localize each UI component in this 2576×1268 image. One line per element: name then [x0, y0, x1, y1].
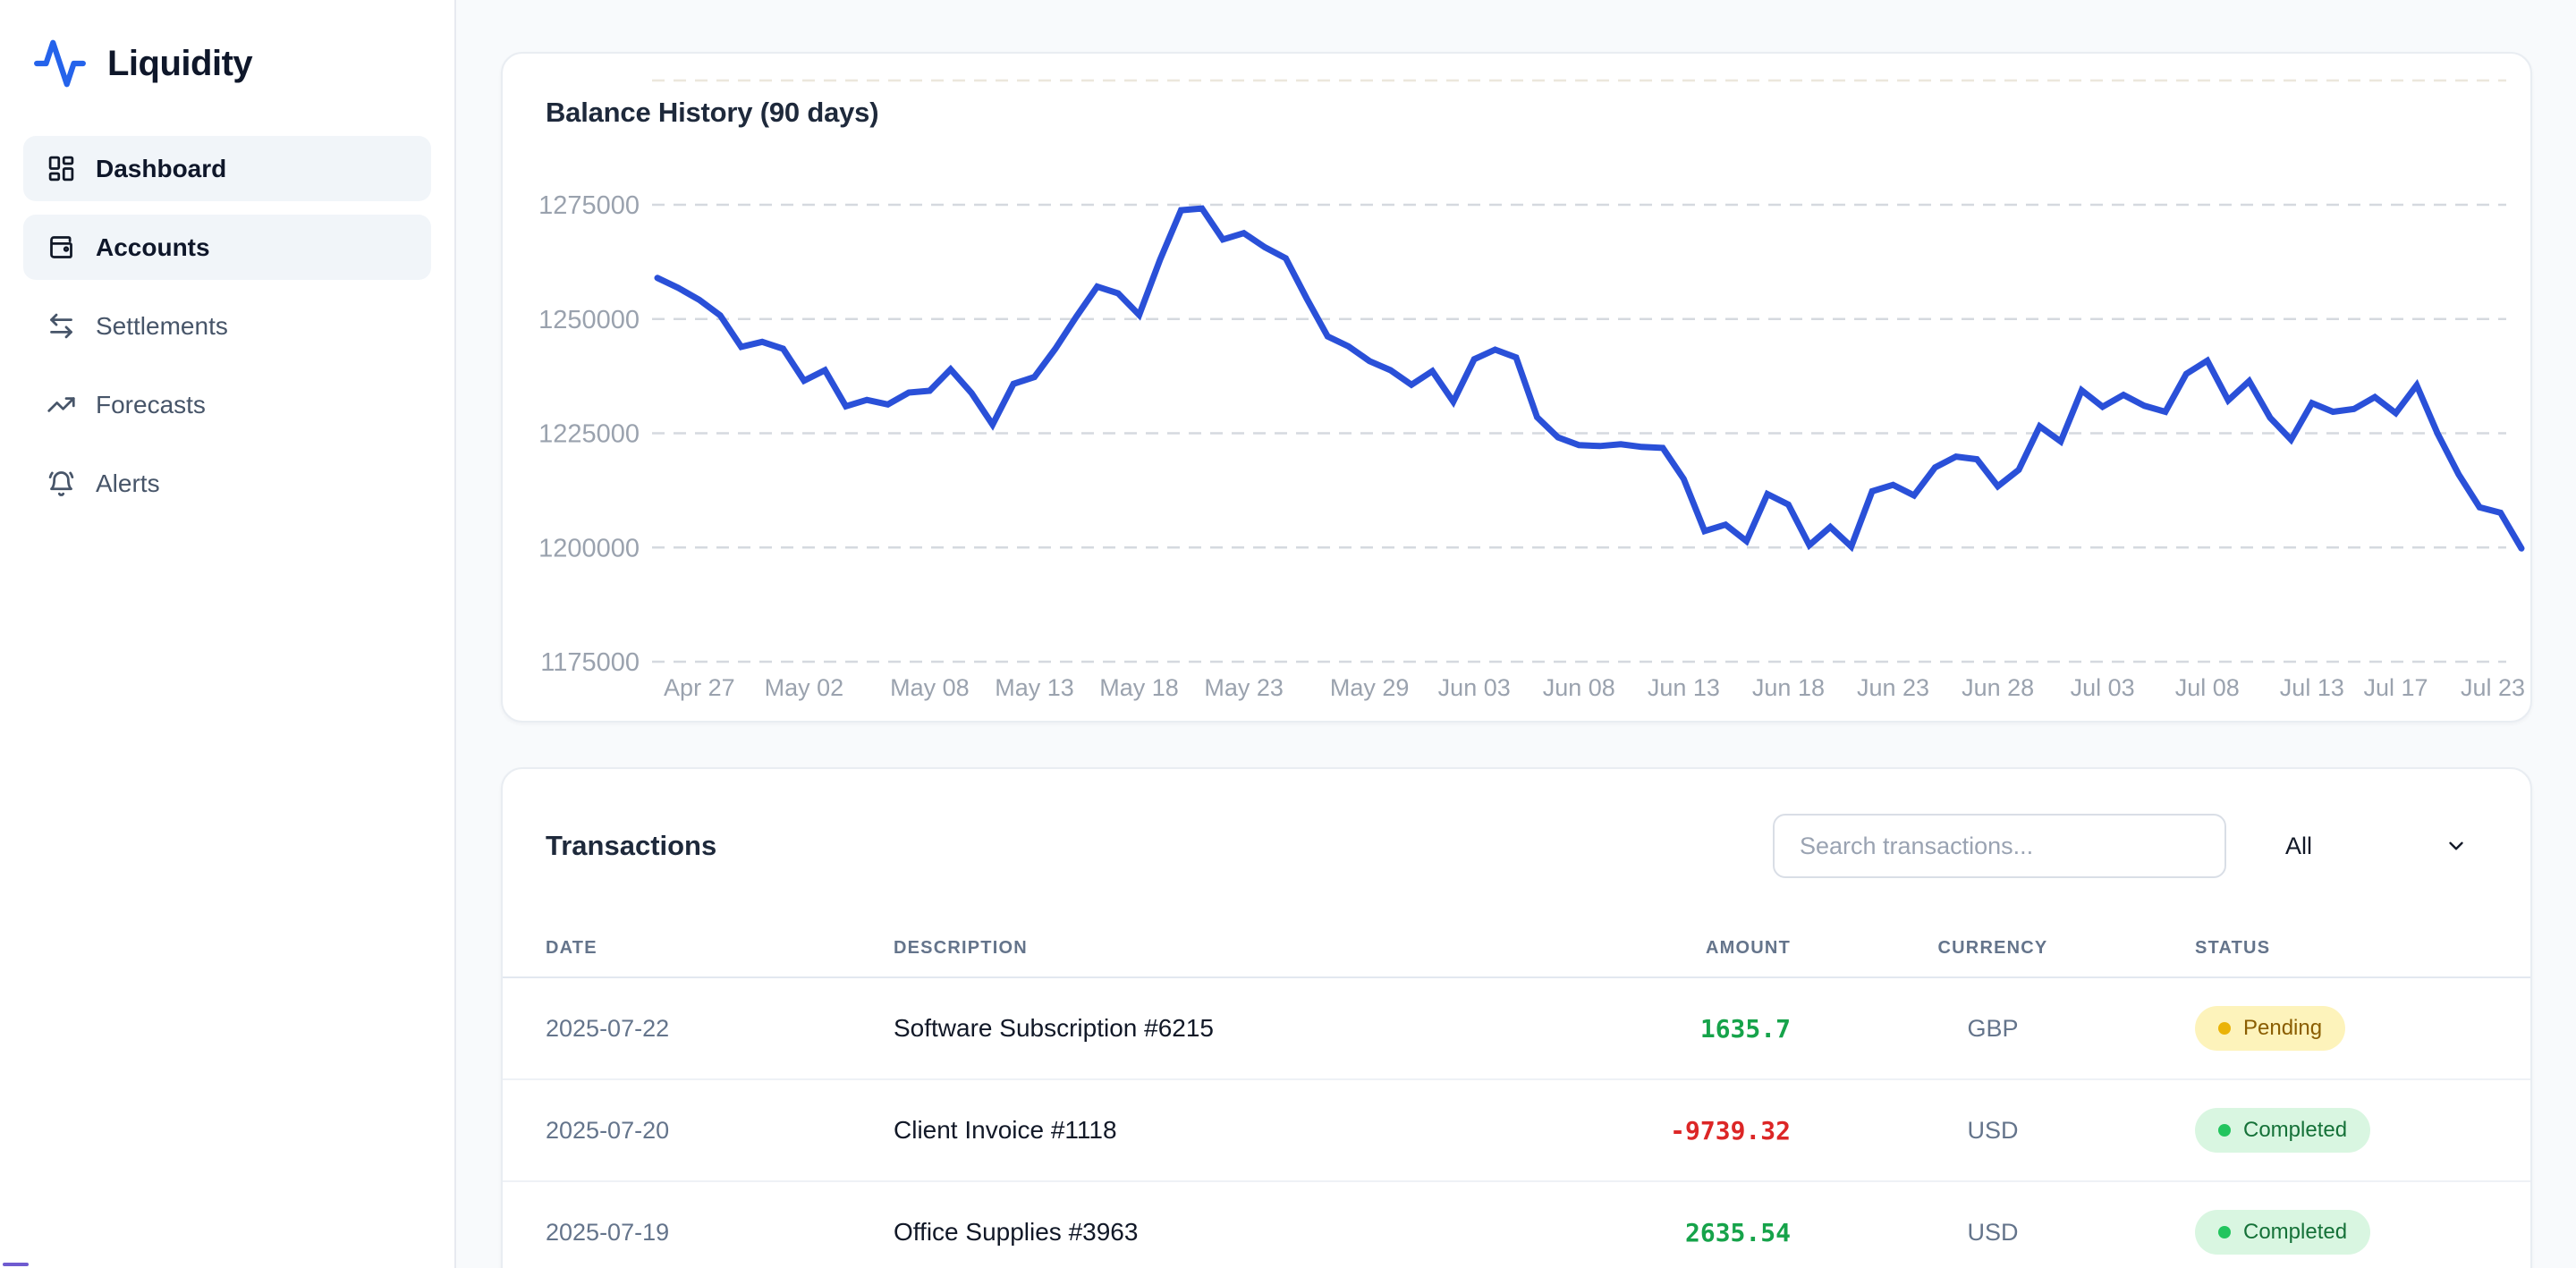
cell-currency: GBP: [1967, 1014, 2019, 1042]
status-badge: Completed: [2195, 1210, 2371, 1255]
column-header-amount: AMOUNT: [1706, 937, 1791, 958]
status-label: Pending: [2243, 1016, 2323, 1040]
sidebar: Liquidity Dashboard Accounts Settlements: [0, 0, 456, 1268]
cell-status: Pending: [2195, 1006, 2487, 1051]
cell-currency: USD: [1967, 1218, 2019, 1246]
table-body: 2025-07-22 Software Subscription #6215 163…: [503, 976, 2530, 1268]
cell-description: Client Invoice #1118: [894, 1116, 1117, 1144]
x-axis-tick-label: Jun 28: [1962, 674, 2034, 701]
y-axis-tick-label: 1250000: [538, 306, 640, 334]
sidebar-item-forecasts[interactable]: Forecasts: [23, 372, 431, 437]
y-axis-tick-label: 1225000: [538, 420, 640, 449]
app-title: Liquidity: [107, 43, 253, 83]
status-dot-icon: [2218, 1022, 2231, 1035]
sidebar-item-alerts[interactable]: Alerts: [23, 451, 431, 516]
sidebar-nav: Dashboard Accounts Settlements Forecasts: [0, 123, 454, 516]
x-axis-tick-label: Jun 03: [1438, 674, 1511, 701]
status-label: Completed: [2243, 1118, 2348, 1142]
table-row[interactable]: 2025-07-19 Office Supplies #3963 2635.54 US…: [503, 1180, 2530, 1268]
activity-pulse-icon: [34, 39, 86, 88]
x-axis-tick-label: Jun 13: [1648, 674, 1720, 701]
transactions-card: Transactions All DATE DESCRIPTION AMOUNT…: [501, 767, 2532, 1268]
cell-status: Completed: [2195, 1108, 2487, 1153]
cell-description: Software Subscription #6215: [894, 1014, 1214, 1042]
dashboard-grid-icon: [48, 156, 74, 182]
x-axis-tick-label: May 29: [1330, 674, 1410, 701]
cell-amount: 1635.7: [1699, 1013, 1791, 1044]
table-row[interactable]: 2025-07-20 Client Invoice #1118 -9739.32 US…: [503, 1078, 2530, 1180]
status-label: Completed: [2243, 1220, 2348, 1244]
search-input[interactable]: [1773, 814, 2226, 878]
sidebar-item-accounts[interactable]: Accounts: [23, 215, 431, 280]
transfer-arrows-icon: [50, 313, 72, 339]
status-filter-value: All: [2285, 832, 2313, 859]
column-header-description: DESCRIPTION: [894, 937, 1028, 958]
sidebar-item-label: Dashboard: [96, 154, 227, 182]
x-axis-tick-label: Jul 13: [2280, 674, 2344, 701]
cell-amount: 2635.54: [1684, 1217, 1791, 1247]
cell-currency: USD: [1967, 1116, 2019, 1144]
transactions-table: DATE DESCRIPTION AMOUNT CURRENCY STATUS …: [503, 919, 2530, 1268]
balance-history-chart: 1275000 1250000 1225000 1200000 1175000 Apr 2…: [538, 79, 2525, 701]
table-header-row: DATE DESCRIPTION AMOUNT CURRENCY STATUS: [503, 919, 2530, 976]
x-axis-tick-label: May 18: [1099, 674, 1179, 701]
x-axis-tick-label: Jul 08: [2175, 674, 2240, 701]
chevron-down-icon: [2449, 841, 2463, 850]
chart-title: Balance History (90 days): [546, 97, 879, 128]
sidebar-item-dashboard[interactable]: Dashboard: [23, 136, 431, 201]
y-axis-tick-label: 1275000: [538, 191, 640, 220]
x-axis-tick-label: May 23: [1204, 674, 1284, 701]
sidebar-item-label: Forecasts: [96, 390, 206, 418]
status-badge: Pending: [2195, 1006, 2346, 1051]
x-axis-tick-label: May 08: [890, 674, 970, 701]
cell-amount: -9739.32: [1670, 1115, 1791, 1145]
balance-line-series: [654, 205, 2525, 553]
sidebar-item-label: Settlements: [96, 311, 228, 340]
cell-description: Office Supplies #3963: [894, 1218, 1139, 1246]
x-axis-tick-label: Jul 23: [2461, 674, 2525, 701]
sidebar-item-settlements[interactable]: Settlements: [23, 293, 431, 359]
status-dot-icon: [2218, 1226, 2231, 1238]
cell-date: 2025-07-20: [546, 1116, 670, 1144]
cell-date: 2025-07-22: [546, 1014, 670, 1042]
main-content: 1275000 1250000 1225000 1200000 1175000 Apr 2…: [456, 0, 2576, 1268]
x-axis-tick-label: Jun 08: [1543, 674, 1615, 701]
column-header-date: DATE: [546, 937, 597, 958]
cell-date: 2025-07-19: [546, 1218, 670, 1246]
sidebar-item-label: Accounts: [96, 232, 210, 261]
x-axis-tick-label: Jun 23: [1857, 674, 1929, 701]
x-axis-tick-label: Jul 03: [2071, 674, 2135, 701]
logo-link[interactable]: Liquidity: [0, 0, 454, 123]
table-row[interactable]: 2025-07-22 Software Subscription #6215 163…: [503, 976, 2530, 1078]
trending-up-icon: [47, 397, 75, 412]
status-badge: Completed: [2195, 1108, 2371, 1153]
y-axis-tick-label: 1200000: [538, 534, 640, 562]
x-axis-tick-label: Jul 17: [2363, 674, 2428, 701]
transactions-title: Transactions: [546, 830, 717, 861]
transactions-header: Transactions All: [503, 769, 2530, 878]
x-axis-tick-label: May 02: [765, 674, 844, 701]
x-axis-tick-label: May 13: [995, 674, 1074, 701]
sidebar-item-label: Alerts: [96, 469, 160, 497]
y-axis-tick-label: 1175000: [540, 648, 640, 677]
bell-icon: [48, 471, 74, 496]
status-dot-icon: [2218, 1124, 2231, 1137]
column-header-status: STATUS: [2195, 937, 2271, 958]
cell-status: Completed: [2195, 1210, 2487, 1255]
column-header-currency: CURRENCY: [1937, 937, 2048, 958]
dev-overlay-badge[interactable]: [3, 1263, 29, 1266]
x-axis-tick-label: Jun 18: [1752, 674, 1825, 701]
balance-history-card: 1275000 1250000 1225000 1200000 1175000 Apr 2…: [501, 52, 2532, 723]
x-axis-tick-label: Apr 27: [664, 674, 735, 701]
wallet-icon: [50, 236, 72, 258]
status-filter-select[interactable]: All: [2269, 814, 2498, 878]
